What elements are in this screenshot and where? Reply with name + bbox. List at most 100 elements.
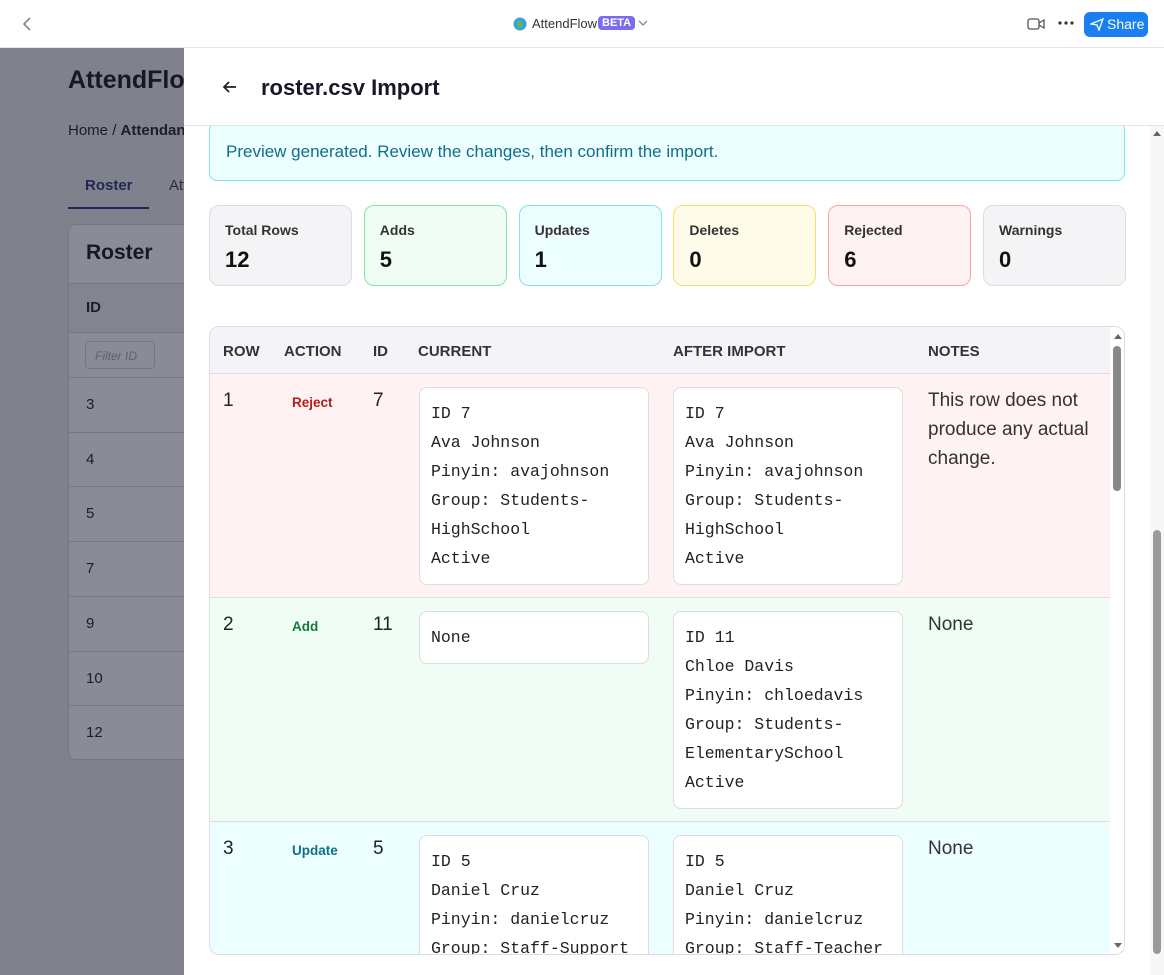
stat-label: Updates [534, 222, 590, 238]
row-id: 5 [373, 838, 384, 859]
scroll-thumb[interactable] [1153, 530, 1161, 954]
code-line: HighSchool [685, 520, 785, 539]
code-line: Chloe Davis [685, 657, 794, 676]
code-line: ID 5 [431, 852, 471, 871]
stat-card: Rejected 6 [828, 205, 972, 286]
panel-title: roster.csv Import [261, 75, 440, 100]
code-line: Pinyin: danielcruz [431, 910, 610, 929]
row-id: 5 [86, 505, 95, 523]
row-id: 9 [86, 614, 95, 632]
column-header: NOTES [928, 343, 980, 360]
column-header: AFTER IMPORT [673, 343, 786, 360]
stat-card: Warnings 0 [983, 205, 1126, 286]
stat-label: Warnings [999, 222, 1063, 238]
share-icon [1090, 18, 1104, 31]
code-line: Pinyin: avajohnson [685, 462, 864, 481]
stat-value: 0 [999, 247, 1012, 272]
scroll-up[interactable] [1152, 130, 1162, 137]
row-number: 2 [223, 614, 234, 635]
column-header: CURRENT [418, 343, 492, 360]
table-row: 3 Update 5 ID 5 Daniel Cruz Pinyin: danielcru… [210, 822, 1110, 955]
stat-label: Total Rows [225, 222, 299, 238]
app-name: AttendFlow [532, 16, 598, 31]
stat-label: Adds [379, 222, 415, 238]
column-header: ID [373, 343, 388, 360]
after-box: ID 5 Daniel Cruz Pinyin: danielcruz Group: … [673, 835, 903, 954]
panel-content: Preview generated. Review the changes, t… [184, 126, 1150, 975]
code-line: ID 7 [431, 404, 471, 423]
divider [184, 125, 1164, 126]
stat-card: Updates 1 [518, 205, 662, 286]
dropdown-icon[interactable] [638, 19, 648, 27]
code-line: Pinyin: chloedavis [685, 686, 864, 705]
breadcrumb-separator: / [112, 122, 117, 139]
scroll-up[interactable] [1113, 333, 1123, 340]
row-id: 11 [373, 614, 393, 635]
stat-value: 5 [379, 247, 393, 272]
code-line: Group: Staff-Support [431, 939, 630, 955]
code-line: Pinyin: danielcruz [685, 910, 864, 929]
page-title: AttendFlow [68, 66, 205, 94]
code-line: Active [685, 549, 745, 568]
share-label: Share [1107, 16, 1145, 32]
current-box: ID 5 Daniel Cruz Pinyin: danielcruz Group: … [419, 835, 649, 955]
row-id: 7 [86, 560, 95, 578]
scroll-thumb[interactable] [1113, 346, 1121, 491]
breadcrumb-item[interactable]: Home [68, 122, 109, 139]
code-line: ID 11 [685, 628, 735, 647]
code-line: Ava Johnson [431, 433, 540, 452]
stat-card: Total Rows 12 [209, 205, 352, 286]
code-line: Active [431, 549, 491, 568]
current-box: None [419, 611, 649, 664]
code-line: ID 5 [685, 852, 725, 871]
notes: This row does not produce any actual cha… [928, 390, 1089, 469]
code-line: Pinyin: avajohnson [431, 462, 610, 481]
row-id: 7 [373, 390, 384, 411]
table-header: ROW ACTION ID CURRENT AFTER IMPORT NOTES [210, 327, 1124, 374]
table-scrollbar[interactable] [1110, 327, 1124, 954]
table-row: 1 Reject 7 ID 7 Ava Johnson Pinyin: avajohnso… [210, 374, 1110, 598]
stat-label: Rejected [844, 222, 903, 238]
card-title: Roster [86, 241, 153, 264]
more-icon[interactable] [1058, 21, 1074, 25]
stat-value: 12 [225, 247, 250, 272]
row-number: 3 [223, 838, 234, 859]
code-line: Active [685, 773, 745, 792]
code-line: Daniel Cruz [685, 881, 794, 900]
code-line: None [431, 628, 471, 647]
video-icon[interactable] [1027, 17, 1045, 31]
code-line: Group: Students- [431, 491, 590, 510]
beta-badge: BETA [598, 16, 636, 30]
column-header: ID [86, 299, 101, 316]
back-arrow[interactable] [222, 79, 238, 95]
row-number: 1 [223, 390, 234, 411]
code-line: HighSchool [431, 520, 531, 539]
top-bar: AttendFlow BETA Share [0, 0, 1164, 48]
action-badge: Add [292, 619, 319, 634]
column-header: ROW [223, 343, 260, 360]
share-button[interactable]: Share [1084, 12, 1148, 37]
panel-scrollbar[interactable] [1150, 126, 1164, 975]
stat-value: 1 [534, 247, 547, 272]
column-header: ACTION [284, 343, 342, 360]
table-row: 2 Add 11 None ID 11 Chloe Davis Pinyin: chloed… [210, 598, 1110, 822]
after-box: ID 11 Chloe Davis Pinyin: chloedavis Group:… [673, 611, 903, 809]
scroll-down[interactable] [1113, 942, 1123, 949]
breadcrumb-item: Attendance [120, 122, 203, 139]
action-badge: Update [292, 843, 338, 858]
notes: None [928, 614, 974, 635]
row-id: 10 [86, 669, 103, 687]
import-panel: roster.csv Import Preview generated. Rev… [184, 48, 1164, 975]
preview-table: ROW ACTION ID CURRENT AFTER IMPORT NOTES 1 Rej… [209, 326, 1125, 955]
back-icon[interactable] [20, 16, 36, 32]
current-box: ID 7 Ava Johnson Pinyin: avajohnson Group: … [419, 387, 649, 585]
code-line: ElementarySchool [685, 744, 844, 763]
tab[interactable]: Roster [68, 177, 149, 209]
row-id: 4 [86, 450, 95, 468]
filter-input[interactable]: Filter ID [85, 341, 155, 369]
stat-card: Adds 5 [363, 205, 507, 286]
row-id: 3 [86, 396, 95, 413]
app-icon [513, 17, 527, 31]
stat-label: Deletes [689, 222, 740, 238]
